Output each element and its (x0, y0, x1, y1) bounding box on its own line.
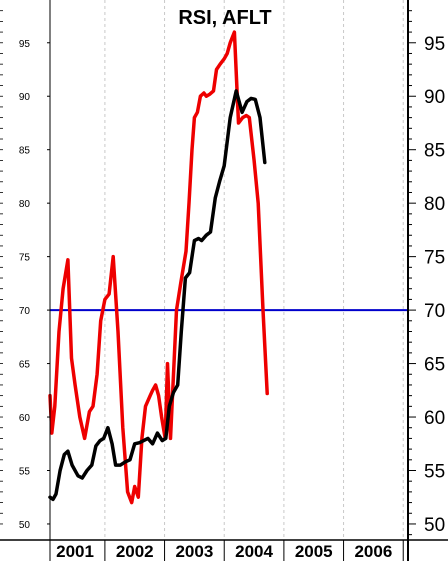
label-layer: 50 50 55 55 60 60 65 65 70 70 75 75 80 80 85 85 90 90 95 95… (19, 34, 445, 561)
right-tick-label: 75 (424, 248, 445, 269)
left-tick-label: 90 (19, 92, 31, 103)
right-tick-label: 50 (424, 515, 445, 536)
x-tick-label: 2001 (56, 542, 94, 561)
right-tick-label: 95 (424, 34, 445, 55)
x-tick-label: 2006 (354, 542, 392, 561)
series-line-0 (48, 30, 269, 505)
left-tick-label: 85 (19, 146, 31, 157)
left-tick-label: 50 (19, 520, 31, 531)
left-tick-label: 95 (19, 39, 31, 50)
series-layer (48, 30, 269, 505)
right-tick-label: 55 (424, 461, 445, 482)
right-tick-label: 70 (424, 301, 445, 322)
right-tick-label: 80 (424, 194, 445, 215)
left-tick-label: 55 (19, 466, 31, 477)
chart-title: RSI, AFLT (178, 7, 271, 29)
series-line-1 (48, 89, 267, 502)
x-tick-label: 2003 (175, 542, 213, 561)
left-tick-label: 70 (19, 306, 31, 317)
right-tick-label: 60 (424, 408, 445, 429)
right-tick-label: 65 (424, 355, 445, 376)
x-tick-label: 2002 (116, 542, 154, 561)
right-tick-label: 85 (424, 141, 445, 162)
x-tick-label: 2005 (295, 542, 333, 561)
left-tick-label: 80 (19, 199, 31, 210)
grid-layer (104, 0, 404, 540)
left-tick-label: 60 (19, 413, 31, 424)
left-tick-label: 75 (19, 253, 31, 264)
left-tick-label: 65 (19, 360, 31, 371)
x-tick-label: 2004 (235, 542, 273, 561)
right-tick-label: 90 (424, 87, 445, 108)
